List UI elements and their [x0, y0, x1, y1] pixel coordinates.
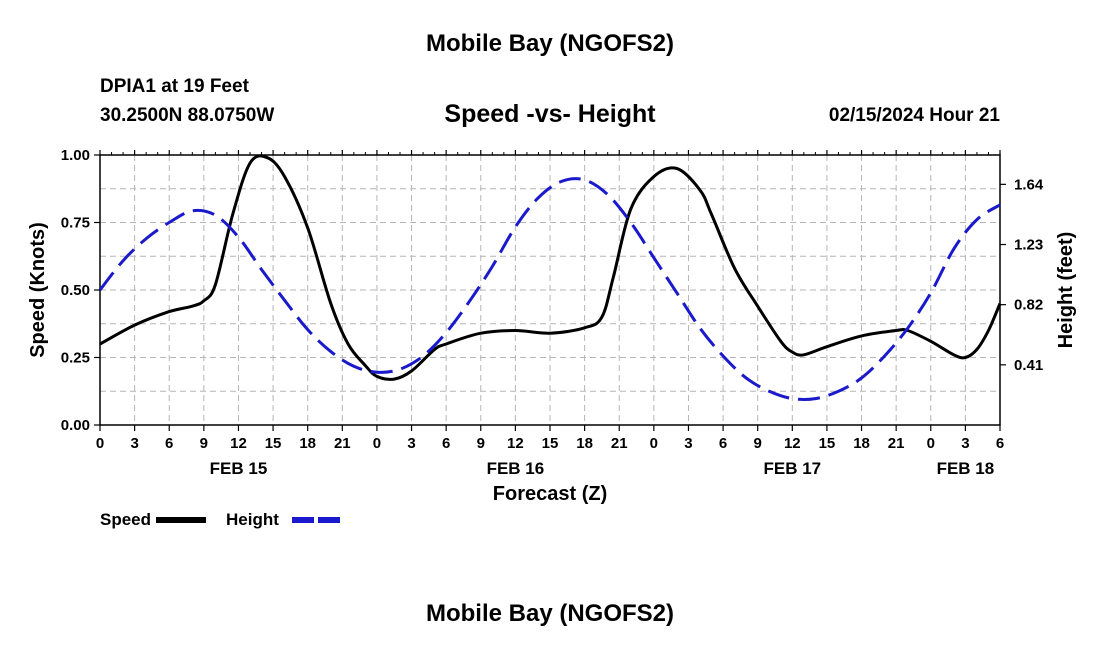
x-tick-label: 18: [576, 435, 593, 452]
grid-lines: [100, 155, 1000, 425]
x-tick-label: 6: [996, 435, 1004, 452]
x-tick-label: 15: [265, 435, 282, 452]
legend-label-height: Height: [226, 510, 279, 529]
x-tick-label: 15: [819, 435, 836, 452]
x-tick-label: 18: [853, 435, 870, 452]
x-tick-label: 0: [650, 435, 658, 452]
date-label: FEB 15: [210, 459, 268, 478]
main-title: Mobile Bay (NGOFS2): [425, 30, 675, 57]
x-axis-title: Forecast (Z): [493, 483, 607, 505]
x-tick-label: 3: [407, 435, 415, 452]
x-tick-label: 18: [299, 435, 316, 452]
x-tick-label: 3: [684, 435, 692, 452]
x-tick-label: 0: [927, 435, 935, 452]
x-tick-label: 21: [888, 435, 905, 452]
x-tick-label: 15: [542, 435, 559, 452]
legend: Speed Height: [100, 510, 342, 529]
series-line-height: [98, 177, 1001, 401]
axis-ticks: 0 3 6 9 12 15 18 21 0 3 6 9 12 15 18 21 0 3 6 9 12 15 18 21 0 3 6 0…: [61, 147, 1044, 478]
y2-tick-label: 0.41: [1014, 357, 1043, 374]
x-tick-label: 6: [165, 435, 173, 452]
x-tick-label: 3: [961, 435, 969, 452]
x-tick-label: 3: [130, 435, 138, 452]
station-coordinates: 30.2500N 88.0750W: [100, 105, 275, 126]
date-label: FEB 16: [487, 459, 545, 478]
y-tick-label: 0.75: [61, 215, 90, 232]
legend-label-speed: Speed: [100, 510, 151, 529]
y2-axis-title: Height (feet): [1055, 232, 1077, 349]
x-tick-label: 21: [334, 435, 351, 452]
date-label: FEB 18: [937, 459, 995, 478]
x-tick-label: 9: [477, 435, 485, 452]
y2-tick-label: 0.82: [1014, 297, 1043, 314]
x-tick-label: 12: [784, 435, 801, 452]
date-label: FEB 17: [763, 459, 821, 478]
axis-labels: Forecast (Z) Speed (Knots) Height (feet): [27, 222, 1077, 505]
chart-title: Speed -vs- Height: [444, 100, 656, 128]
y-tick-label: 0.25: [61, 350, 90, 367]
bottom-title: Mobile Bay (NGOFS2): [425, 600, 675, 627]
x-tick-label: 9: [754, 435, 762, 452]
y-axis-title: Speed (Knots): [27, 222, 49, 358]
x-tick-label: 21: [611, 435, 628, 452]
x-tick-label: 12: [507, 435, 524, 452]
x-tick-label: 6: [719, 435, 727, 452]
y-tick-label: 0.50: [61, 282, 90, 299]
y-tick-label: 0.00: [61, 417, 90, 434]
x-tick-label: 0: [96, 435, 104, 452]
y-tick-label: 1.00: [61, 147, 90, 164]
series-lines: [98, 154, 1002, 401]
forecast-datetime: 02/15/2024 Hour 21: [828, 105, 1000, 126]
x-tick-label: 6: [442, 435, 450, 452]
y2-tick-label: 1.23: [1014, 237, 1043, 254]
series-line-speed: [99, 154, 1002, 381]
y2-tick-label: 1.64: [1014, 176, 1044, 193]
x-tick-label: 12: [230, 435, 247, 452]
x-tick-label: 0: [373, 435, 381, 452]
x-tick-label: 9: [200, 435, 208, 452]
station-label: DPIA1 at 19 Feet: [100, 76, 249, 97]
